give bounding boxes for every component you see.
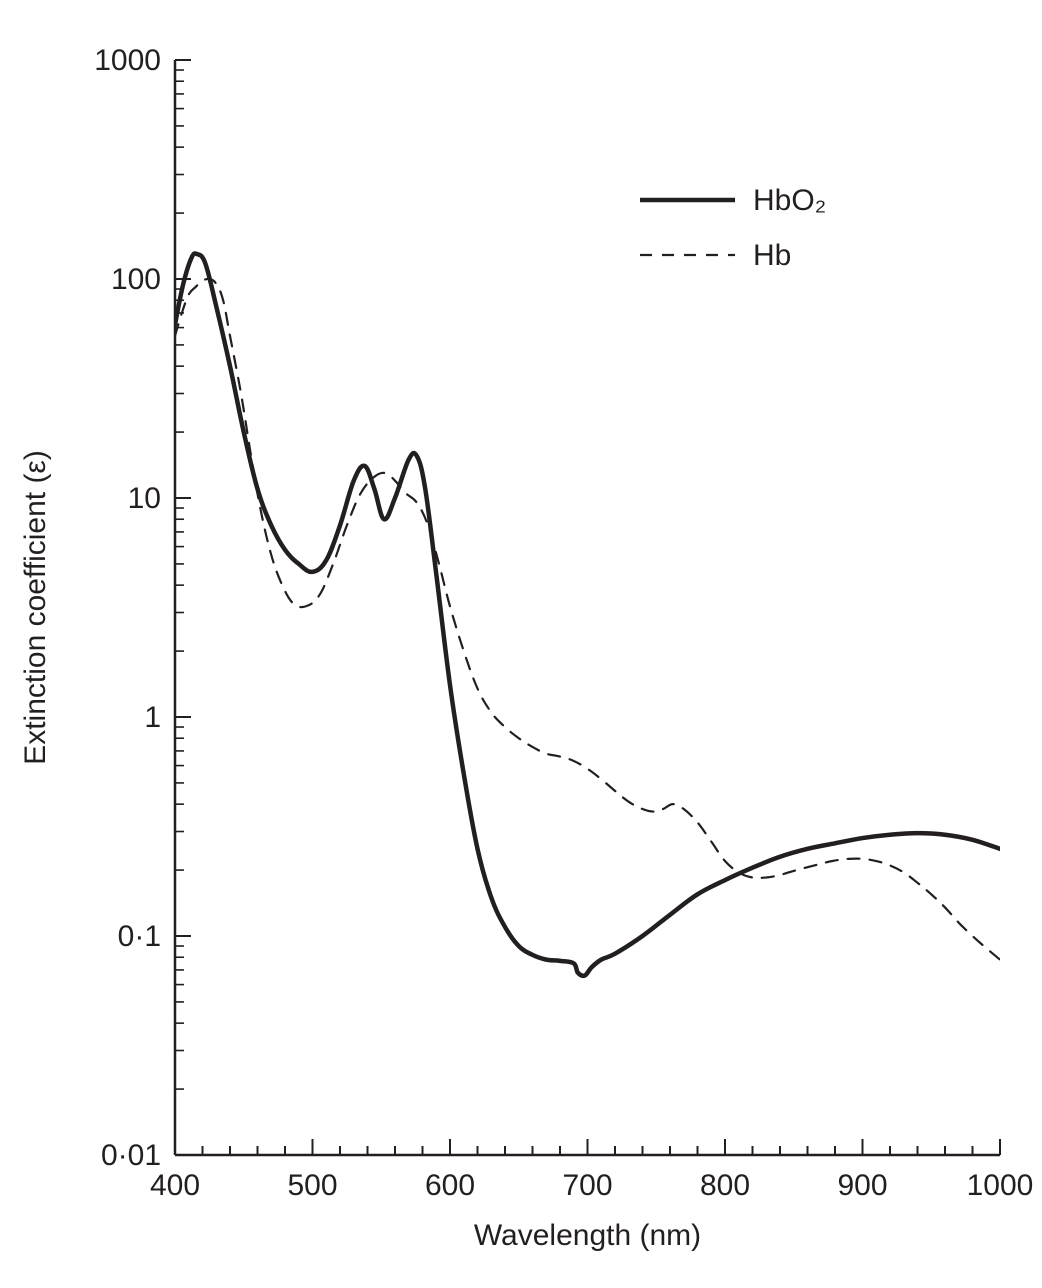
extinction-chart: 400 500 600 700 800 900 1000 0·01 0·1 1 10 100 1000 W… bbox=[0, 0, 1042, 1288]
y-tick-label: 100 bbox=[111, 263, 161, 296]
x-tick-label: 500 bbox=[287, 1169, 337, 1202]
x-tick-label: 900 bbox=[837, 1169, 887, 1202]
legend-label-hbo2: HbO₂ bbox=[753, 184, 826, 217]
x-tick-label: 700 bbox=[562, 1169, 612, 1202]
x-tick-label: 800 bbox=[700, 1169, 750, 1202]
x-tick-label: 400 bbox=[150, 1169, 200, 1202]
x-tick-label: 1000 bbox=[967, 1169, 1034, 1202]
chart-svg: 400 500 600 700 800 900 1000 0·01 0·1 1 10 100 1000 W… bbox=[0, 0, 1042, 1288]
y-tick-label: 0·01 bbox=[101, 1139, 161, 1172]
x-tick-label: 600 bbox=[425, 1169, 475, 1202]
y-axis-label: Extinction coefficient (ε) bbox=[19, 450, 52, 765]
y-tick-label: 1 bbox=[144, 701, 161, 734]
y-tick-label: 10 bbox=[128, 482, 161, 515]
y-tick-label: 1000 bbox=[94, 44, 161, 77]
y-tick-label: 0·1 bbox=[118, 920, 161, 953]
x-axis-label: Wavelength (nm) bbox=[474, 1219, 701, 1252]
legend-label-hb: Hb bbox=[753, 239, 791, 272]
